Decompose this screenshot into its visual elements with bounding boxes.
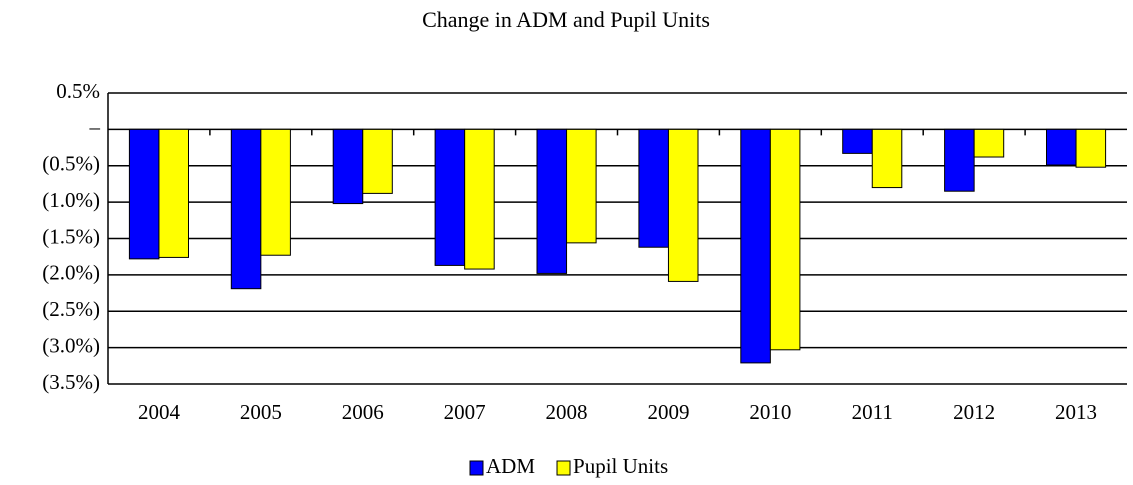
y-tick-label: (3.5%) [42,370,100,394]
bar [434,128,466,266]
y-tick-label: (2.0%) [42,261,100,285]
y-tick-label: – [89,115,101,139]
x-tick-label: 2006 [342,400,384,424]
x-tick-label: 2010 [749,400,791,424]
bar [464,128,495,270]
bar [362,128,393,194]
x-tick-label: 2012 [953,400,995,424]
bar [769,128,801,351]
bar [128,128,160,260]
x-tick-label: 2011 [852,400,893,424]
bar [667,128,699,282]
y-tick-label: (3.0%) [42,333,100,357]
bar [230,128,262,290]
bar [1075,128,1107,168]
bar [332,128,364,205]
bar [1045,128,1077,166]
x-tick-label: 2013 [1055,400,1097,424]
bar [842,128,873,154]
bar [158,128,190,258]
bar [740,128,771,364]
x-tick-label: 2005 [240,400,282,424]
y-tick-label: (0.5%) [42,152,100,176]
legend-swatch [556,460,571,476]
bar [973,128,1005,158]
bar [566,128,597,244]
legend-label: ADM [486,454,535,478]
legend-swatch [469,460,484,476]
y-tick-label: (1.0%) [42,188,100,212]
y-tick-label: 0.5% [56,79,100,103]
bar [638,128,669,248]
y-tick-label: (2.5%) [42,297,100,321]
chart-title: Change in ADM and Pupil Units [422,7,710,32]
y-tick-label: (1.5%) [42,224,100,248]
bar [871,128,903,189]
x-tick-label: 2004 [138,400,181,424]
x-tick-label: 2008 [546,400,588,424]
bar [536,128,568,274]
legend-label: Pupil Units [573,454,668,478]
bar [260,128,291,256]
bar [944,128,975,192]
x-tick-label: 2007 [444,400,486,424]
x-tick-label: 2009 [647,400,689,424]
